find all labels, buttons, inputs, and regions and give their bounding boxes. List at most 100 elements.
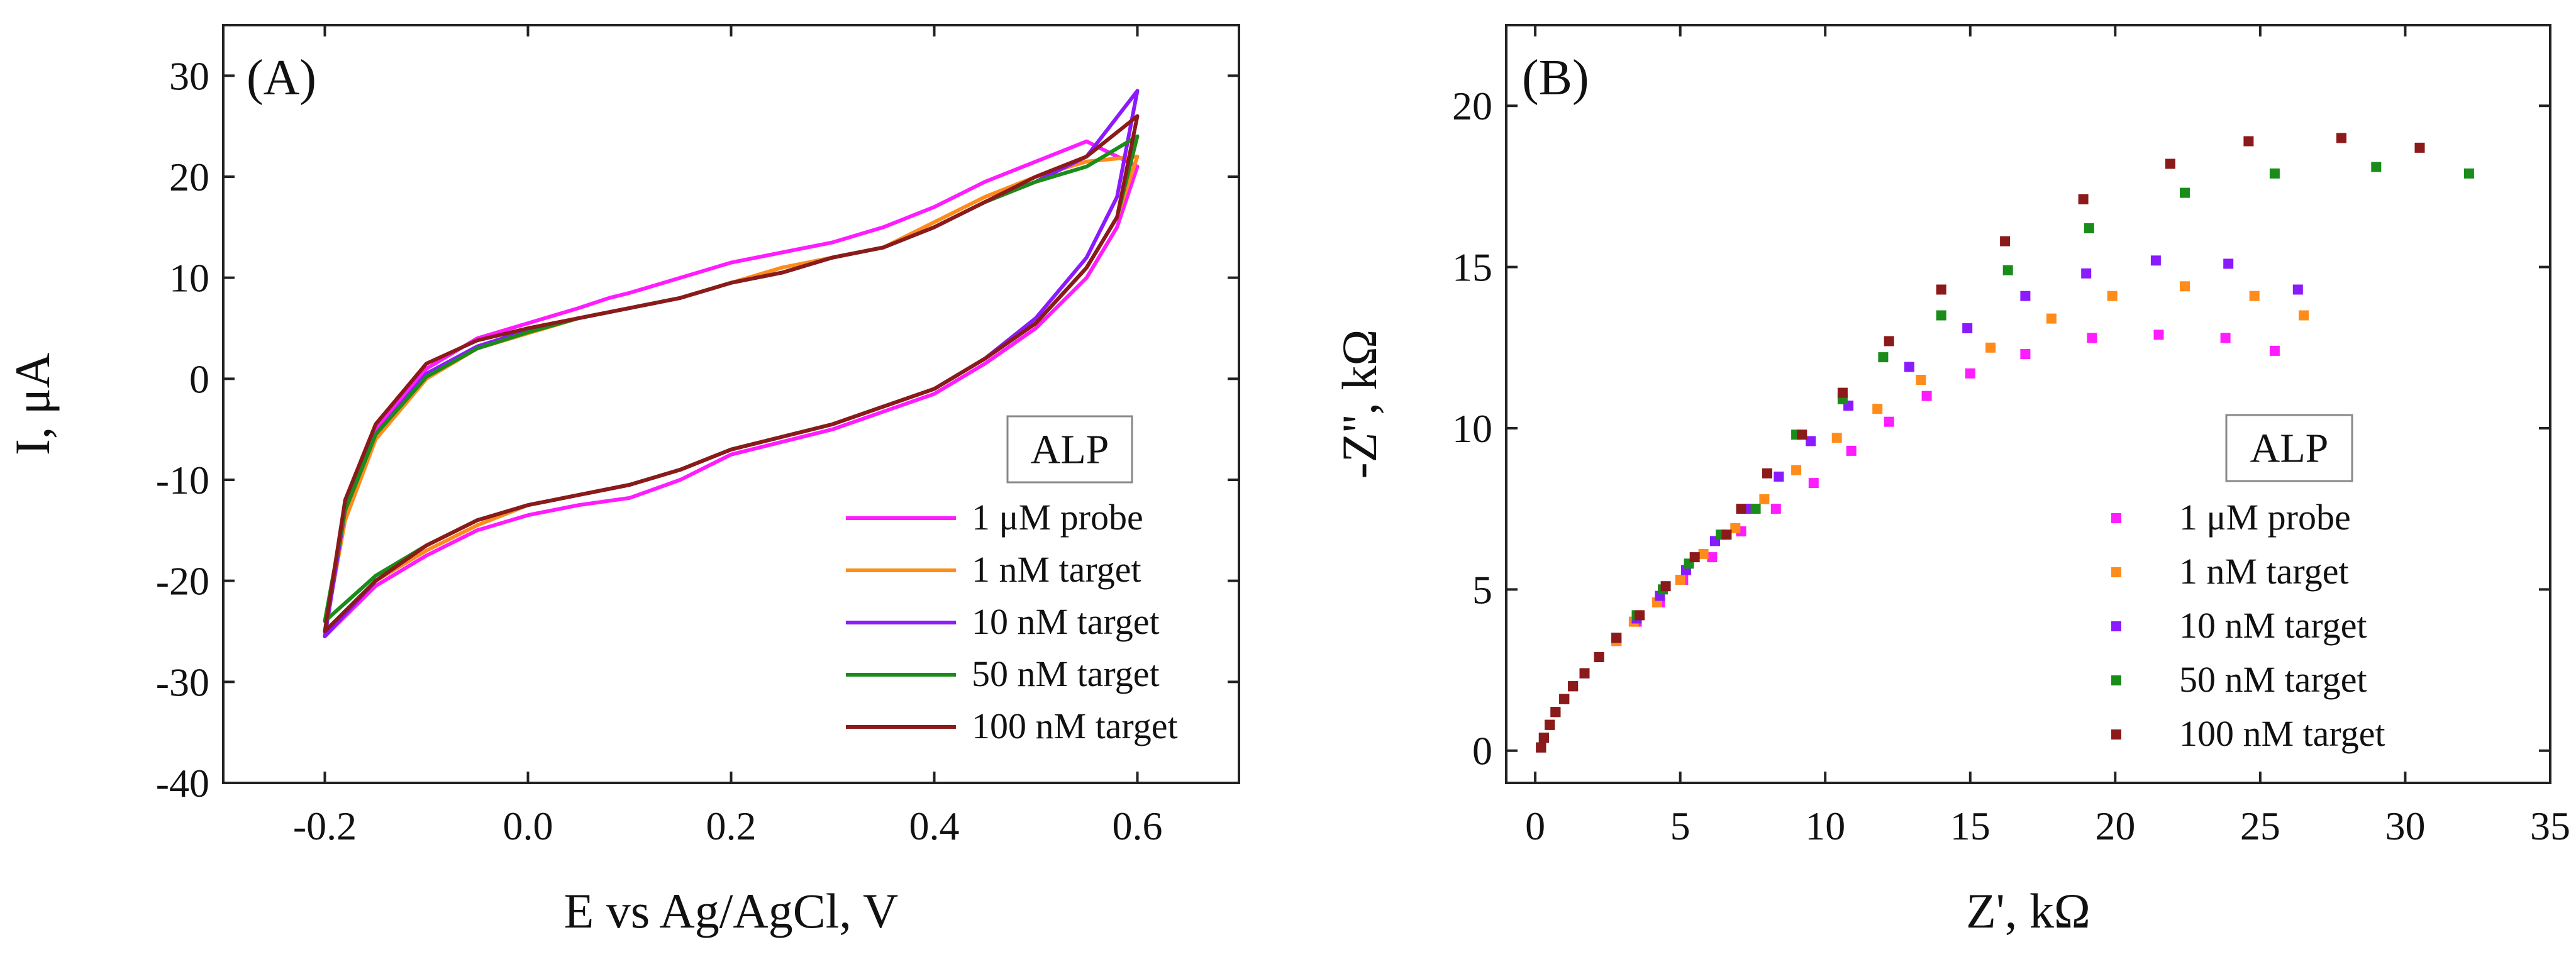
y-tick-label: -40 <box>156 761 209 806</box>
series-4-point-24 <box>2414 142 2425 153</box>
series-0-point-12 <box>1707 552 1718 563</box>
series-1-point-23 <box>2249 291 2260 301</box>
series-2-point-22 <box>2223 258 2234 269</box>
y-axis-label: I, μA <box>5 353 60 455</box>
x-tick-label: 0.2 <box>706 804 757 848</box>
series-4-point-6 <box>1579 668 1590 679</box>
series-0-point-20 <box>2020 349 2031 359</box>
x-tick-label: 20 <box>2095 804 2135 848</box>
series-3-point-19 <box>2084 223 2094 233</box>
legend-label-4: 100 nM target <box>2179 713 2385 754</box>
y-tick-label: -10 <box>156 458 209 502</box>
y-tick-label: 20 <box>169 155 209 199</box>
series-0-point-22 <box>2153 330 2164 340</box>
series-2-point-21 <box>2150 255 2161 266</box>
panel-a-cv-chart: -0.2 0.0 0.2 0.4 0.6 -40 -30 -20 -10 0 10 20 30 E vs … <box>5 24 1240 938</box>
series-4-point-11 <box>1689 552 1700 563</box>
series-1-point-20 <box>2046 313 2057 324</box>
legend-swatch-1 <box>2111 567 2121 577</box>
panel-label: (A) <box>247 50 316 106</box>
legend-label-0: 1 μM probe <box>972 497 1143 538</box>
plot-area <box>323 89 1140 638</box>
series-4-point-2 <box>1545 719 1555 730</box>
series-3-point-13 <box>1750 504 1761 514</box>
series-0-point-14 <box>1770 504 1781 514</box>
annotation-box <box>1006 415 1133 484</box>
series-2-point-17 <box>1904 362 1914 372</box>
series-0-point-17 <box>1884 416 1894 427</box>
series-1-point-16 <box>1831 433 1842 443</box>
legend-swatch-3 <box>2111 675 2121 685</box>
series-3-point-17 <box>1936 310 1946 321</box>
annotation-text: ALP <box>2250 426 2329 472</box>
series-1-point-22 <box>2180 281 2190 292</box>
series-4-point-21 <box>2165 158 2175 169</box>
series-4-point-7 <box>1594 652 1604 662</box>
x-tick-label: 0.6 <box>1113 804 1163 848</box>
x-tick-label: 35 <box>2530 804 2570 848</box>
series-1-point-14 <box>1759 494 1770 504</box>
series-1-point-24 <box>2299 310 2309 321</box>
series-2-point-14 <box>1774 471 1784 482</box>
series-4-point-14 <box>1762 468 1772 479</box>
series-line-0 <box>323 139 1140 638</box>
series-4-point-12 <box>1721 529 1732 540</box>
y-tick-label: 5 <box>1472 567 1492 612</box>
series-1-point-12 <box>1698 548 1709 559</box>
series-2-point-19 <box>2020 291 2031 301</box>
plot-frame <box>1505 24 2551 784</box>
y-tick-label: 20 <box>1452 84 1492 128</box>
legend-swatch-4 <box>2111 729 2121 740</box>
series-4-point-18 <box>1936 284 1946 295</box>
series-4-point-15 <box>1797 429 1807 440</box>
series-4-point-10 <box>1660 581 1671 592</box>
legend-label-0: 1 μM probe <box>2179 497 2351 538</box>
x-tick-label: 5 <box>1670 804 1690 848</box>
x-tick-label: 10 <box>1805 804 1845 848</box>
series-3-point-22 <box>2371 162 2382 172</box>
legend-label-3: 50 nM target <box>2179 659 2367 700</box>
legend-label-1: 1 nM target <box>972 549 1141 590</box>
y-tick-label: 0 <box>189 357 209 401</box>
y-tick-label: -20 <box>156 559 209 604</box>
series-2-point-18 <box>1962 323 1973 333</box>
series-4-point-20 <box>2078 194 2089 204</box>
series-0-point-23 <box>2220 333 2231 343</box>
series-2-point-20 <box>2081 268 2092 279</box>
series-1-point-17 <box>1872 404 1883 414</box>
x-axis-label: Z', kΩ <box>1966 884 2090 938</box>
series-2-point-15 <box>1806 436 1816 446</box>
series-1-point-13 <box>1730 523 1741 533</box>
plot-area <box>1536 133 2474 753</box>
series-1-point-11 <box>1675 575 1685 585</box>
x-tick-label: 25 <box>2240 804 2280 848</box>
series-4-point-13 <box>1736 504 1746 514</box>
series-0-point-16 <box>1846 445 1857 456</box>
series-0-point-18 <box>1921 391 1932 401</box>
x-tick-label: -0.2 <box>293 804 357 848</box>
legend-swatch-0 <box>2111 513 2121 523</box>
series-4-point-1 <box>1538 733 1549 743</box>
legend-label-4: 100 nM target <box>972 706 1178 746</box>
series-4-point-22 <box>2243 136 2254 147</box>
series-0-point-15 <box>1808 478 1819 489</box>
series-4-point-23 <box>2336 133 2346 143</box>
y-tick-label: 0 <box>1472 729 1492 773</box>
series-4-point-8 <box>1611 633 1622 643</box>
annotation-text: ALP <box>1031 427 1109 473</box>
legend-swatch-2 <box>2111 621 2121 631</box>
x-tick-label: 0.0 <box>503 804 553 848</box>
x-tick-label: 0.4 <box>909 804 960 848</box>
legend-label-2: 10 nM target <box>2179 605 2367 646</box>
series-4-point-19 <box>2000 236 2011 247</box>
legend: 1 μM probe 1 nM target 10 nM target 50 nM t… <box>2111 497 2385 754</box>
legend-label-3: 50 nM target <box>972 653 1160 694</box>
legend-label-2: 10 nM target <box>972 601 1160 642</box>
annotation-box <box>2225 414 2353 482</box>
series-3-point-20 <box>2180 187 2190 198</box>
series-4-point-3 <box>1550 707 1561 717</box>
y-tick-label: 15 <box>1452 245 1492 290</box>
series-0-point-21 <box>2087 333 2097 343</box>
